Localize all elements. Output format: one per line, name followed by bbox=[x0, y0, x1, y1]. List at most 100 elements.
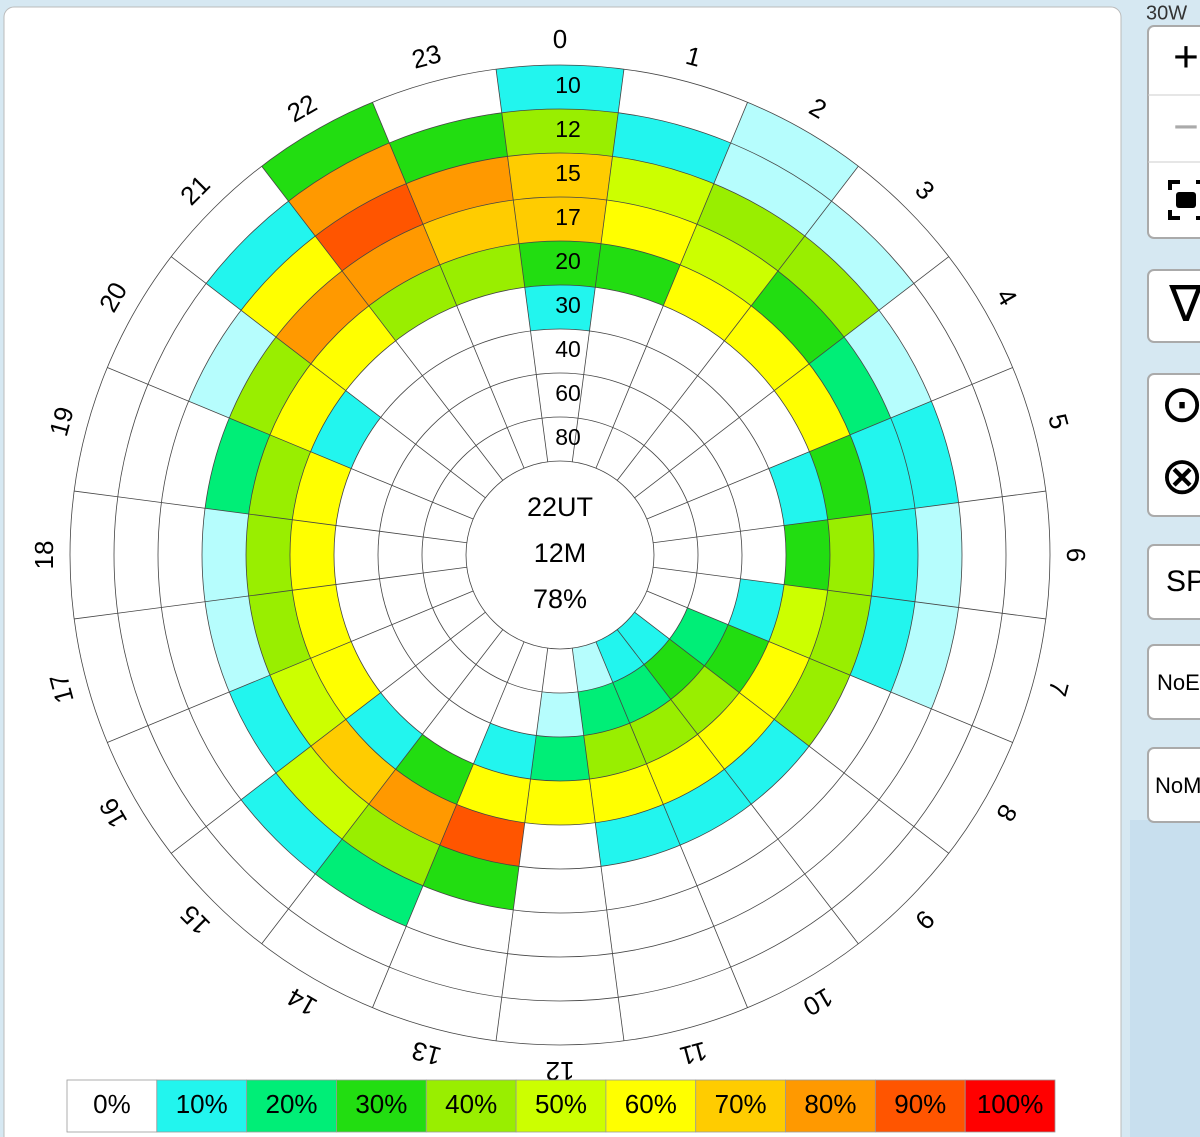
button-box bbox=[1147, 373, 1200, 517]
ring-line bbox=[157, 152, 963, 958]
ring-label: 15 bbox=[555, 160, 581, 186]
heat-cell bbox=[768, 451, 828, 526]
heat-cell bbox=[415, 410, 476, 471]
heat-cell bbox=[724, 305, 810, 391]
heat-cell bbox=[914, 502, 963, 608]
sector-line bbox=[646, 590, 1013, 743]
nom-button[interactable]: NoM bbox=[1155, 773, 1200, 798]
center-button[interactable]: ⊙ bbox=[1160, 376, 1200, 434]
heat-cell bbox=[161, 601, 230, 709]
legend-label: 10% bbox=[176, 1089, 228, 1119]
map-controls: + − ∇ ⊙ ⊗ SP NoE NoM bbox=[1147, 25, 1200, 823]
heat-cell bbox=[697, 340, 775, 418]
ring-line bbox=[289, 284, 831, 826]
heat-cell bbox=[205, 595, 270, 693]
heat-cell bbox=[473, 723, 537, 780]
heat-cell bbox=[595, 629, 645, 683]
heat-cell bbox=[406, 885, 514, 954]
filter-button[interactable]: ∇ bbox=[1168, 276, 1200, 332]
heat-cell bbox=[368, 769, 457, 846]
hour-label: 18 bbox=[29, 541, 59, 570]
ring-line bbox=[465, 460, 655, 650]
heat-cell bbox=[777, 236, 879, 338]
heat-cell bbox=[501, 109, 619, 157]
center-text: 78% bbox=[533, 584, 587, 614]
heat-cell bbox=[913, 725, 1013, 854]
heat-cell bbox=[617, 612, 670, 665]
heat-cell bbox=[241, 772, 343, 874]
heat-cell bbox=[439, 243, 525, 306]
heat-cell bbox=[275, 746, 369, 840]
heat-cell bbox=[74, 613, 148, 743]
ring-label: 30 bbox=[555, 292, 581, 318]
heat-cell bbox=[310, 719, 396, 805]
hour-label: 0 bbox=[553, 24, 567, 54]
heat-cell bbox=[288, 142, 407, 237]
ring-label: 20 bbox=[555, 248, 581, 274]
fullscreen-button[interactable] bbox=[1168, 180, 1200, 220]
zoom-out-button[interactable]: − bbox=[1173, 103, 1199, 152]
noe-button[interactable]: NoE bbox=[1157, 670, 1200, 695]
legend-swatch bbox=[246, 1079, 337, 1133]
legend-swatch bbox=[874, 1079, 966, 1133]
legend-swatch bbox=[964, 1079, 1056, 1133]
heat-cell bbox=[595, 243, 681, 306]
heat-cell bbox=[513, 197, 607, 244]
clear-button[interactable]: ⊗ bbox=[1160, 448, 1200, 506]
heat-cell bbox=[147, 708, 242, 827]
heat-cell bbox=[612, 112, 731, 184]
heat-cell bbox=[114, 496, 162, 614]
heat-cell bbox=[450, 445, 503, 498]
sp-button[interactable]: SP bbox=[1166, 565, 1200, 598]
ring-line bbox=[333, 328, 787, 782]
heat-cell bbox=[171, 166, 289, 284]
heat-cell bbox=[475, 629, 525, 683]
heat-cell bbox=[395, 734, 474, 805]
heat-cell bbox=[310, 390, 381, 469]
heat-cell bbox=[680, 804, 778, 886]
heat-cell bbox=[809, 590, 872, 676]
heat-cell bbox=[713, 142, 832, 237]
heat-cell bbox=[890, 601, 959, 709]
legend-label: 100% bbox=[977, 1089, 1044, 1119]
heat-cell bbox=[583, 330, 647, 387]
heat-cell bbox=[600, 845, 698, 910]
ring-line bbox=[421, 416, 699, 694]
sector-line bbox=[107, 367, 474, 520]
heat-cell bbox=[589, 287, 664, 347]
heat-cell bbox=[606, 885, 714, 954]
heat-cell bbox=[646, 567, 697, 608]
ring-line bbox=[377, 372, 743, 738]
sector-line bbox=[261, 166, 504, 481]
heat-cell bbox=[117, 607, 189, 726]
sector-line bbox=[171, 256, 486, 499]
heat-cell bbox=[246, 514, 293, 596]
heat-cell bbox=[612, 926, 731, 998]
heat-cell bbox=[784, 519, 830, 591]
legend: 0% 10% 20% 30% 40% 50% 60% 70% 80% 90% 100% bbox=[66, 1079, 1056, 1133]
heat-cell bbox=[229, 337, 311, 435]
heat-cell bbox=[958, 496, 1006, 614]
heat-cell bbox=[774, 363, 851, 452]
heat-cell bbox=[158, 502, 206, 608]
heat-cell bbox=[378, 531, 424, 579]
ring-line bbox=[201, 196, 919, 914]
legend-label: 50% bbox=[535, 1089, 587, 1119]
heat-cell bbox=[335, 468, 392, 532]
heat-cell bbox=[229, 675, 311, 773]
zoom-in-button[interactable]: + bbox=[1173, 33, 1199, 82]
fullscreen-icon bbox=[1176, 192, 1196, 208]
heat-cell bbox=[107, 256, 207, 385]
heat-cell bbox=[422, 200, 520, 265]
map-sea bbox=[1130, 820, 1200, 1137]
heat-cell bbox=[507, 418, 548, 469]
heat-cell bbox=[530, 329, 590, 375]
heat-cell bbox=[334, 525, 380, 585]
heat-cell bbox=[878, 283, 973, 402]
heat-cell bbox=[809, 337, 891, 435]
heat-cell bbox=[931, 384, 1003, 503]
heat-cell bbox=[612, 664, 671, 724]
heat-cell bbox=[261, 102, 390, 202]
heat-cell bbox=[536, 691, 584, 738]
heat-cell bbox=[473, 330, 537, 387]
